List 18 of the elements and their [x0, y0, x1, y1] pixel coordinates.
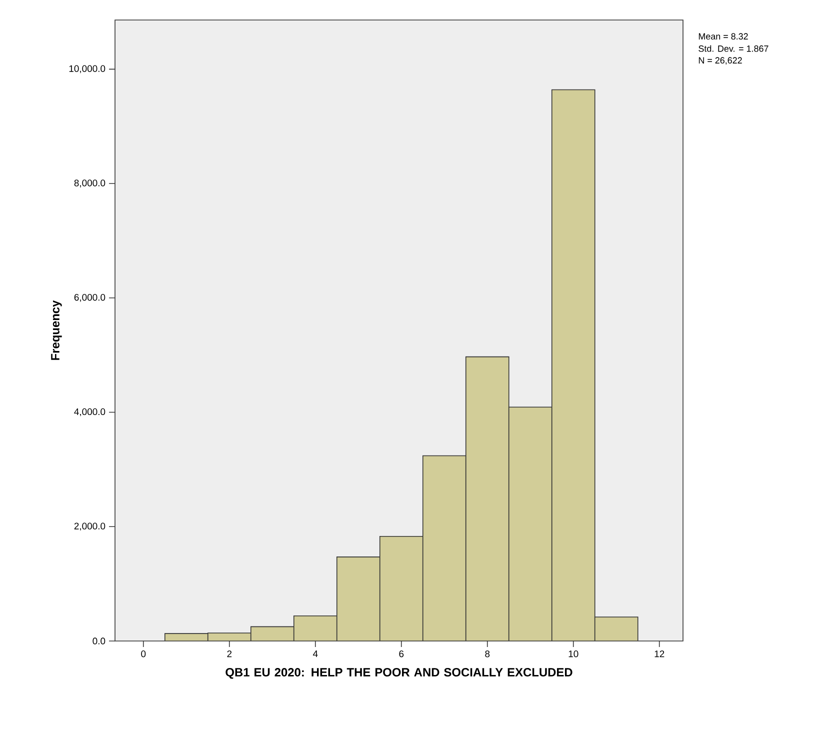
y-tick-label: 2,000.0: [74, 522, 106, 531]
x-tick-label: 4: [312, 650, 318, 658]
x-tick-label: 12: [654, 650, 664, 658]
y-tick-label: 10,000.0: [69, 65, 106, 74]
y-axis-title: Frequency: [51, 300, 62, 360]
text: Std. Dev. = 1.867: [698, 45, 768, 52]
y-tick-label: 6,000.0: [74, 294, 106, 302]
x-tick-label: 8: [485, 650, 490, 658]
y-tick-label: 4,000.0: [74, 408, 106, 416]
x-axis-title: QB1 EU 2020: HELP THE POOR AND SOCIALLY EXCLUDED: [226, 668, 572, 679]
y-tick-label: 8,000.0: [74, 180, 106, 188]
x-tick-label: 6: [399, 650, 404, 658]
x-tick-label: 0: [141, 650, 146, 658]
y-tick-label: 0.0: [92, 638, 106, 644]
x-tick-label: 10: [568, 650, 578, 658]
text: Mean = 8.32: [698, 33, 748, 40]
text: N = 26,622: [698, 57, 742, 65]
x-tick-label: 2: [227, 650, 232, 658]
